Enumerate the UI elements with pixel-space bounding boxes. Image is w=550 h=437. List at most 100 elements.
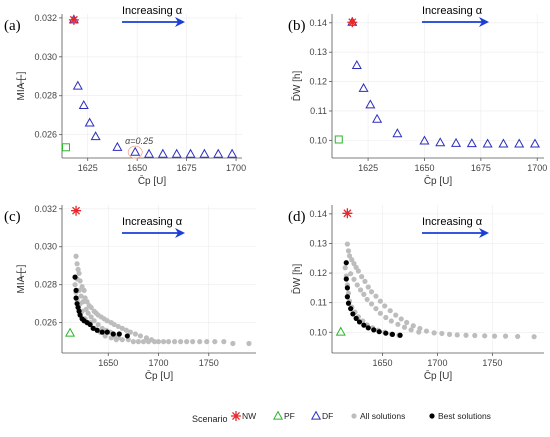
panel-letter: (d) xyxy=(288,209,306,225)
data-point-all-solutions xyxy=(482,333,488,339)
legend-label: NW xyxy=(242,411,256,421)
data-point-best-solutions xyxy=(345,300,352,306)
x-tick-label: 1700 xyxy=(148,358,168,368)
data-point-all-solutions xyxy=(184,339,190,345)
data-point-all-solutions xyxy=(135,339,141,345)
data-point-all-solutions xyxy=(359,274,365,280)
x-tick-label: 1700 xyxy=(427,358,447,368)
data-point-all-solutions xyxy=(119,337,125,343)
data-point-all-solutions xyxy=(362,278,368,284)
data-point-all-solutions xyxy=(401,324,408,330)
data-point-all-solutions xyxy=(88,304,94,311)
y-tick-label: 0.028 xyxy=(34,91,57,101)
data-point-all-solutions xyxy=(137,333,144,339)
increasing-alpha-label: Increasing α xyxy=(422,5,483,17)
data-point-best-solutions xyxy=(353,315,359,321)
y-tick-label: 0.028 xyxy=(34,280,57,290)
data-point-df xyxy=(451,137,462,147)
data-point-nw xyxy=(71,205,82,216)
x-axis-title: C̄p [U] xyxy=(424,174,453,187)
data-point-best-solutions xyxy=(376,329,382,335)
data-point-df xyxy=(199,148,210,158)
y-tick-label: 0.12 xyxy=(309,268,327,278)
data-point-best-solutions xyxy=(104,329,110,335)
data-point-all-solutions xyxy=(404,319,410,326)
y-tick-label: 0.13 xyxy=(309,47,327,57)
data-point-all-solutions xyxy=(130,339,136,345)
data-point-all-solutions xyxy=(76,270,82,276)
data-point-all-solutions xyxy=(408,327,414,333)
data-point-pf xyxy=(334,135,343,144)
data-point-df xyxy=(392,128,403,138)
data-point-all-solutions xyxy=(151,339,158,345)
y-axis-title: D̄W [h] xyxy=(290,71,303,102)
data-point-df xyxy=(72,80,83,90)
data-point-best-solutions xyxy=(365,325,371,331)
data-point-best-solutions xyxy=(343,276,349,282)
data-point-df xyxy=(482,138,493,148)
data-point-best-solutions xyxy=(99,329,105,335)
y-tick-label: 0.14 xyxy=(309,18,327,28)
y-tick-label: 0.11 xyxy=(310,106,327,116)
data-point-all-solutions xyxy=(160,339,167,345)
data-point-df xyxy=(358,82,369,92)
data-point-all-solutions xyxy=(230,340,236,347)
data-point-all-solutions xyxy=(351,261,357,267)
x-tick-label: 1675 xyxy=(177,163,197,173)
data-point-best-solutions xyxy=(361,322,367,328)
data-point-all-solutions xyxy=(91,318,97,324)
data-point-df xyxy=(213,148,224,158)
data-point-all-solutions xyxy=(246,340,252,347)
legend-label: PF xyxy=(284,411,295,421)
data-point-pf xyxy=(61,143,70,152)
panel-letter: (a) xyxy=(4,18,21,34)
data-point-all-solutions xyxy=(361,291,367,297)
data-point-best-solutions xyxy=(397,332,403,338)
data-point-all-solutions xyxy=(111,321,117,328)
legend-title: Scenario xyxy=(192,414,228,424)
data-point-all-solutions xyxy=(95,321,101,328)
data-point-df xyxy=(498,138,509,148)
data-point-best-solutions xyxy=(348,306,354,312)
data-point-df xyxy=(84,117,95,127)
data-point-best-solutions xyxy=(124,333,130,339)
y-tick-label: 0.11 xyxy=(310,298,327,308)
y-tick-label: 0.030 xyxy=(34,242,57,252)
data-point-best-solutions xyxy=(344,294,350,300)
data-point-df xyxy=(365,99,376,109)
data-point-all-solutions xyxy=(383,314,389,321)
data-point-df xyxy=(171,148,182,158)
data-point-df xyxy=(112,141,123,151)
data-point-all-solutions xyxy=(344,241,350,247)
data-point-best-solutions xyxy=(344,285,350,291)
data-point-all-solutions xyxy=(115,323,121,330)
data-point-all-solutions xyxy=(355,268,361,274)
legend-label: Best solutions xyxy=(438,411,491,421)
data-point-all-solutions xyxy=(74,261,80,267)
data-point-best-solutions xyxy=(389,331,396,337)
data-point-all-solutions xyxy=(439,330,445,337)
x-tick-label: 1625 xyxy=(358,163,378,173)
data-point-df xyxy=(227,148,238,158)
legend-item: NW xyxy=(231,411,256,421)
point-annotation: α=0.25 xyxy=(125,136,154,146)
data-point-all-solutions xyxy=(348,271,354,277)
data-point-all-solutions xyxy=(127,329,133,335)
y-tick-label: 0.14 xyxy=(309,209,327,219)
data-point-all-solutions xyxy=(73,253,79,259)
data-point-all-solutions xyxy=(398,316,404,322)
x-axis-title: C̄p [U] xyxy=(424,369,453,382)
data-point-best-solutions xyxy=(371,327,377,333)
data-point-all-solutions xyxy=(72,282,78,288)
data-point-all-solutions xyxy=(395,321,401,327)
data-point-all-solutions xyxy=(531,334,537,340)
data-point-all-solutions xyxy=(119,325,125,331)
data-point-all-solutions xyxy=(346,253,353,259)
data-point-all-solutions xyxy=(81,287,87,293)
data-point-all-solutions xyxy=(155,339,162,345)
data-point-all-solutions xyxy=(377,310,383,316)
y-axis-title: D̄W [h] xyxy=(290,264,303,295)
x-tick-label: 1625 xyxy=(78,163,98,173)
data-point-best-solutions xyxy=(350,311,356,317)
